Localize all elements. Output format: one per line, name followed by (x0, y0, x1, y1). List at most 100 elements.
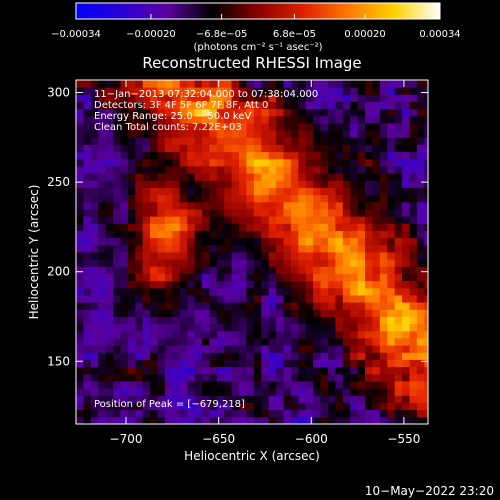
heatmap-cell (305, 144, 314, 153)
heatmap-cell (379, 280, 388, 289)
heatmap-cell (127, 388, 136, 396)
heatmap-cell (253, 381, 262, 389)
heatmap-cell (202, 216, 210, 224)
heatmap-cell (98, 244, 106, 253)
heatmap-cell (283, 101, 292, 110)
heatmap-cell (150, 237, 158, 246)
heatmap-cell (394, 209, 403, 217)
heatmap-cell (365, 130, 373, 138)
heatmap-cell (328, 287, 336, 296)
heatmap-cell (350, 87, 358, 95)
heatmap-cell (187, 216, 195, 224)
heatmap-cell (142, 209, 151, 217)
heatmap-cell (179, 137, 188, 145)
heatmap-cell (253, 216, 262, 224)
heatmap-cell (216, 87, 225, 95)
heatmap-cell (298, 295, 307, 303)
heatmap-cell (83, 223, 92, 231)
heatmap-cell (290, 402, 299, 411)
heatmap-cell (298, 166, 307, 174)
heatmap-cell (90, 330, 99, 339)
heatmap-cell (342, 373, 351, 382)
heatmap-cell (283, 173, 292, 181)
heatmap-cell (357, 194, 366, 203)
heatmap-cell (253, 230, 262, 239)
heatmap-cell (409, 244, 418, 253)
heatmap-cell (224, 338, 232, 346)
heatmap-cell (261, 316, 270, 325)
heatmap-cell (90, 395, 99, 403)
heatmap-cell (231, 359, 240, 368)
heatmap-cell (372, 244, 381, 253)
colorbar-ticks: −0.00034 −0.00020 −6.8e−05 6.8e−05 0.00020 0.… (51, 14, 461, 40)
heatmap-cell (394, 115, 403, 124)
heatmap-cell (224, 359, 232, 368)
heatmap-cell (90, 123, 99, 131)
heatmap-cell (194, 237, 203, 246)
heatmap-cell (365, 223, 373, 231)
heatmap-cell (224, 402, 232, 411)
heatmap-cell (298, 244, 307, 253)
heatmap-cell (372, 87, 381, 95)
heatmap-cell (246, 137, 255, 145)
heatmap-cell (142, 123, 151, 131)
heatmap-cell (98, 295, 106, 303)
heatmap-cell (276, 130, 284, 138)
heatmap-cell (127, 94, 136, 102)
heatmap-cell (424, 151, 428, 160)
heatmap-cell (157, 158, 166, 167)
heatmap-cell (372, 402, 381, 411)
heatmap-cell (342, 194, 351, 203)
heatmap-cell (409, 302, 418, 310)
heatmap-cell (261, 216, 270, 224)
heatmap-cell (172, 216, 181, 224)
heatmap-cell (202, 230, 210, 239)
heatmap-cell (150, 316, 158, 325)
heatmap-cell (290, 366, 299, 375)
heatmap-cell (305, 123, 314, 131)
heatmap-cell (76, 209, 84, 217)
heatmap-cell (261, 280, 270, 289)
heatmap-cell (90, 266, 99, 274)
heatmap-cell (120, 373, 129, 382)
heatmap-cell (246, 201, 255, 210)
heatmap-cell (253, 388, 262, 396)
heatmap-cell (127, 338, 136, 346)
heatmap-cell (268, 144, 277, 153)
heatmap-cell (76, 287, 84, 296)
heatmap-cell (253, 323, 262, 332)
heatmap-cell (313, 151, 321, 160)
heatmap-cell (209, 366, 218, 375)
heatmap-cell (350, 108, 358, 117)
heatmap-cell (216, 295, 225, 303)
heatmap-cell (98, 94, 106, 102)
heatmap-cell (142, 180, 151, 188)
heatmap-cell (135, 244, 144, 253)
heatmap-cell (209, 302, 218, 310)
heatmap-cell (157, 166, 166, 174)
heatmap-cell (142, 230, 151, 239)
heatmap-cell (209, 373, 218, 382)
heatmap-cell (424, 409, 428, 418)
heatmap-cell (83, 80, 92, 88)
heatmap-cell (202, 316, 210, 325)
heatmap-cell (113, 144, 121, 153)
heatmap-cell (164, 295, 173, 303)
heatmap-cell (172, 302, 181, 310)
heatmap-cell (424, 381, 428, 389)
heatmap-cell (298, 309, 307, 317)
heatmap-cell (268, 252, 277, 260)
heatmap-cell (261, 158, 270, 167)
heatmap-cell (224, 151, 232, 160)
heatmap-cell (113, 416, 121, 424)
heatmap-cell (202, 266, 210, 274)
heatmap-cell (365, 230, 373, 239)
heatmap-cell (172, 409, 181, 418)
heatmap-cell (313, 209, 321, 217)
heatmap-cell (113, 216, 121, 224)
heatmap-cell (335, 158, 344, 167)
heatmap-cell (357, 94, 366, 102)
heatmap-cell (105, 137, 114, 145)
heatmap-cell (298, 180, 307, 188)
heatmap-cell (409, 108, 418, 117)
